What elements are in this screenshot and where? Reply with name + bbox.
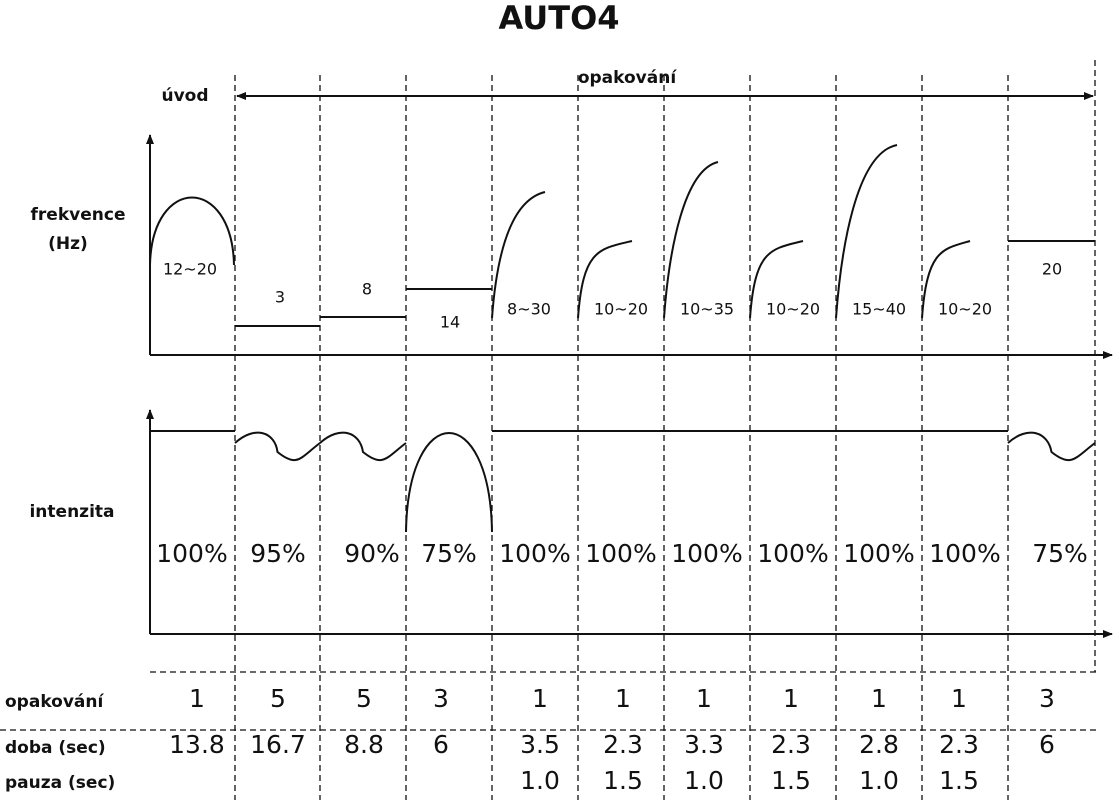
duration-value: 2.3: [771, 730, 811, 759]
row-label: frekvence: [31, 205, 126, 225]
intensity-label: 90%: [344, 539, 400, 568]
repeats-value: 3: [1039, 684, 1055, 713]
duration-value: 8.8: [344, 730, 384, 759]
pause-value: 1.0: [859, 766, 899, 795]
repeats-value: 3: [433, 684, 449, 713]
duration-value: 13.8: [169, 730, 225, 759]
row-label: intenzita: [29, 502, 114, 522]
intensity-curve: [234, 431, 321, 462]
repeats-value: 1: [696, 684, 712, 713]
frequency-curve: [835, 144, 898, 319]
intro-label: úvod: [161, 86, 208, 106]
duration-value: 6: [433, 730, 449, 759]
pause-value: 1.5: [939, 766, 979, 795]
pause-value: 1.5: [771, 766, 811, 795]
intensity-label: 75%: [1032, 539, 1088, 568]
duration-value: 3.5: [520, 730, 560, 759]
intensity-label: 75%: [421, 539, 477, 568]
repeats-value: 1: [783, 684, 799, 713]
frequency-label: 12~20: [163, 260, 217, 279]
pause-value: 1.5: [603, 766, 643, 795]
frequency-label: 3: [275, 288, 285, 307]
repeats-value: 5: [270, 684, 286, 713]
intensity-label: 100%: [671, 539, 742, 568]
frequency-label: 10~20: [766, 300, 820, 319]
repeats-value: 1: [189, 684, 205, 713]
repeats-value: 1: [532, 684, 548, 713]
intensity-label: 100%: [499, 539, 570, 568]
intensity-label: 100%: [843, 539, 914, 568]
frequency-label: 15~40: [852, 300, 906, 319]
repeats-value: 5: [356, 684, 372, 713]
row-label: (Hz): [48, 234, 88, 254]
duration-value: 2.8: [859, 730, 899, 759]
frequency-curve: [921, 240, 971, 319]
repeats-value: 1: [951, 684, 967, 713]
duration-value: 2.3: [603, 730, 643, 759]
frequency-curve: [577, 240, 633, 319]
pause-value: 1.0: [684, 766, 724, 795]
intensity-curve: [319, 431, 407, 462]
intensity-label: 100%: [929, 539, 1000, 568]
frequency-curve: [749, 240, 804, 319]
frequency-label: 14: [440, 313, 460, 332]
duration-value: 16.7: [250, 730, 306, 759]
intensity-curve: [405, 432, 493, 533]
repeats-value: 1: [615, 684, 631, 713]
row-label: opakování: [5, 692, 105, 712]
intensity-label: 95%: [250, 539, 306, 568]
frequency-curve: [663, 161, 719, 319]
duration-value: 6: [1039, 730, 1055, 759]
frequency-curve: [149, 196, 235, 266]
intensity-curve: [1007, 431, 1096, 462]
row-label: pauza (sec): [5, 773, 115, 793]
intensity-label: 100%: [585, 539, 656, 568]
intensity-label: 100%: [757, 539, 828, 568]
frequency-curve: [491, 191, 546, 319]
repeats-value: 1: [871, 684, 887, 713]
frequency-label: 8~30: [507, 300, 551, 319]
frequency-label: 10~20: [938, 300, 992, 319]
frequency-label: 20: [1042, 260, 1062, 279]
frequency-label: 10~35: [680, 300, 734, 319]
row-label: doba (sec): [5, 738, 106, 758]
duration-value: 3.3: [684, 730, 724, 759]
segments: 12~20 100% 1 13.8 3 95% 5 16.7 8 90% 5 8.8 14 75% 3 6 8~…: [149, 75, 1096, 800]
frequency-label: 8: [362, 280, 372, 299]
duration-value: 2.3: [939, 730, 979, 759]
frequency-label: 10~20: [594, 300, 648, 319]
repeat-label: opakování: [578, 68, 678, 88]
intensity-label: 100%: [156, 539, 227, 568]
pause-value: 1.0: [520, 766, 560, 795]
title: AUTO4: [498, 0, 619, 37]
